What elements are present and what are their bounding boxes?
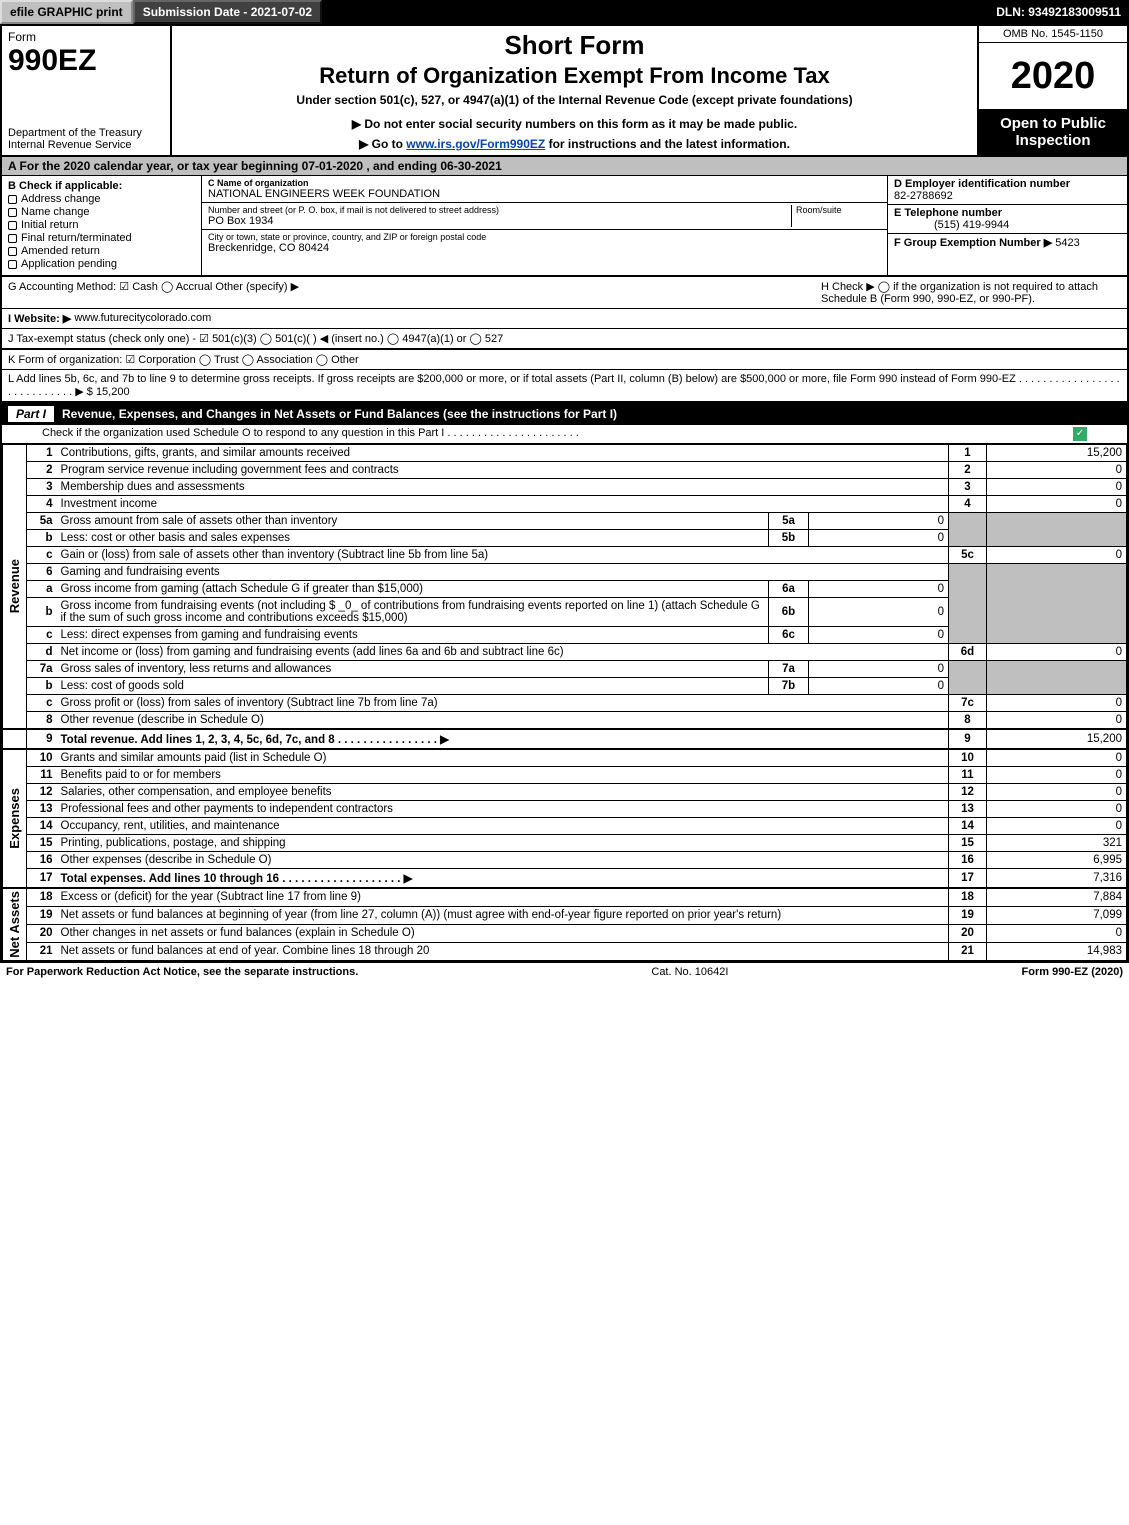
org-name: NATIONAL ENGINEERS WEEK FOUNDATION — [208, 188, 881, 200]
form-label: Form — [8, 30, 164, 44]
chk-address-change[interactable]: Address change — [8, 193, 195, 205]
line-7a-value: 0 — [809, 661, 949, 678]
line-5c-value: 0 — [987, 547, 1127, 564]
expenses-group-label: Expenses — [7, 788, 22, 849]
phone-row: E Telephone number (515) 419-9944 — [888, 205, 1127, 234]
net-assets-group-label: Net Assets — [7, 891, 22, 958]
row-j-tax-exempt: J Tax-exempt status (check only one) - ☑… — [2, 329, 1127, 350]
omb-number: OMB No. 1545-1150 — [979, 26, 1127, 43]
tax-year: 2020 — [979, 43, 1127, 109]
city-state-zip: Breckenridge, CO 80424 — [208, 242, 881, 254]
line-17-value: 7,316 — [987, 869, 1127, 889]
link-suffix: for instructions and the latest informat… — [545, 137, 790, 151]
part-1-table: Revenue 1Contributions, gifts, grants, a… — [2, 444, 1127, 961]
line-6b-value: 0 — [809, 598, 949, 627]
part-1-sub: Check if the organization used Schedule … — [2, 425, 1127, 444]
line-6a-value: 0 — [809, 581, 949, 598]
org-name-row: C Name of organization NATIONAL ENGINEER… — [202, 176, 887, 203]
schedule-o-check-icon: ✓ — [1073, 427, 1087, 441]
top-bar: efile GRAPHIC print Submission Date - 20… — [0, 0, 1129, 24]
address-row: Number and street (or P. O. box, if mail… — [202, 203, 887, 230]
line-4-value: 0 — [987, 496, 1127, 513]
line-6d-value: 0 — [987, 644, 1127, 661]
line-8-value: 0 — [987, 712, 1127, 730]
efile-print-button[interactable]: efile GRAPHIC print — [0, 0, 133, 24]
row-l-gross-receipts: L Add lines 5b, 6c, and 7b to line 9 to … — [2, 370, 1127, 403]
accounting-method: G Accounting Method: ☑ Cash ◯ Accrual Ot… — [8, 280, 821, 305]
line-5b-value: 0 — [809, 530, 949, 547]
line-6c-value: 0 — [809, 627, 949, 644]
line-21-value: 14,983 — [987, 942, 1127, 960]
line-15-value: 321 — [987, 835, 1127, 852]
dln-label: DLN: 93492183009511 — [988, 0, 1129, 24]
schedule-b-check: H Check ▶ ◯ if the organization is not r… — [821, 280, 1121, 305]
line-2-value: 0 — [987, 462, 1127, 479]
short-form-title: Short Form — [182, 30, 967, 61]
page-footer: For Paperwork Reduction Act Notice, see … — [0, 963, 1129, 981]
group-exemption-row: F Group Exemption Number ▶ 5423 — [888, 234, 1127, 251]
main-title: Return of Organization Exempt From Incom… — [182, 63, 967, 89]
subtitle: Under section 501(c), 527, or 4947(a)(1)… — [182, 93, 967, 107]
website-label: I Website: ▶ — [8, 312, 71, 325]
chk-name-change[interactable]: Name change — [8, 206, 195, 218]
line-20-value: 0 — [987, 924, 1127, 942]
gross-receipts-value: 15,200 — [96, 386, 130, 398]
open-to-public: Open to Public Inspection — [979, 109, 1127, 155]
revenue-group-label: Revenue — [7, 559, 22, 613]
line-14-value: 0 — [987, 818, 1127, 835]
line-12-value: 0 — [987, 784, 1127, 801]
line-18-value: 7,884 — [987, 888, 1127, 906]
line-3-value: 0 — [987, 479, 1127, 496]
department-label: Department of the Treasury Internal Reve… — [8, 127, 164, 151]
form-number: 990EZ — [8, 44, 164, 78]
line-19-value: 7,099 — [987, 906, 1127, 924]
submission-date: Submission Date - 2021-07-02 — [133, 0, 322, 24]
room-suite-label: Room/suite — [796, 205, 881, 215]
line-7b-value: 0 — [809, 678, 949, 695]
line-5a-value: 0 — [809, 513, 949, 530]
phone-value: (515) 419-9944 — [894, 219, 1009, 231]
website-value: www.futurecitycolorado.com — [74, 312, 211, 325]
irs-link[interactable]: www.irs.gov/Form990EZ — [406, 137, 545, 151]
link-prefix: ▶ Go to — [359, 137, 406, 151]
line-11-value: 0 — [987, 767, 1127, 784]
row-g-h: G Accounting Method: ☑ Cash ◯ Accrual Ot… — [2, 277, 1127, 309]
line-9-value: 15,200 — [987, 729, 1127, 749]
section-b: B Check if applicable: Address change Na… — [2, 176, 202, 275]
row-k-form-org: K Form of organization: ☑ Corporation ◯ … — [2, 350, 1127, 370]
part-1-title: Revenue, Expenses, and Changes in Net As… — [62, 407, 617, 421]
part-1-header: Part I Revenue, Expenses, and Changes in… — [2, 403, 1127, 425]
form-id-footer: Form 990-EZ (2020) — [1022, 966, 1123, 978]
chk-final-return[interactable]: Final return/terminated — [8, 232, 195, 244]
ssn-warning: ▶ Do not enter social security numbers o… — [182, 117, 967, 131]
ein-row: D Employer identification number 82-2788… — [888, 176, 1127, 205]
chk-application-pending[interactable]: Application pending — [8, 258, 195, 270]
part-1-label: Part I — [8, 406, 54, 422]
chk-initial-return[interactable]: Initial return — [8, 219, 195, 231]
section-b-heading: B Check if applicable: — [8, 180, 195, 192]
city-row: City or town, state or province, country… — [202, 230, 887, 256]
street-address: PO Box 1934 — [208, 215, 791, 227]
instructions-link-row: ▶ Go to www.irs.gov/Form990EZ for instru… — [182, 137, 967, 151]
line-10-value: 0 — [987, 749, 1127, 767]
line-16-value: 6,995 — [987, 852, 1127, 869]
paperwork-notice: For Paperwork Reduction Act Notice, see … — [6, 966, 358, 978]
catalog-number: Cat. No. 10642I — [358, 966, 1021, 978]
form-990ez: Form 990EZ Department of the Treasury In… — [0, 24, 1129, 963]
line-7c-value: 0 — [987, 695, 1127, 712]
chk-amended-return[interactable]: Amended return — [8, 245, 195, 257]
line-13-value: 0 — [987, 801, 1127, 818]
ein-value: 82-2788692 — [894, 190, 953, 202]
row-a-taxyear: A For the 2020 calendar year, or tax yea… — [2, 157, 1127, 176]
line-1-value: 15,200 — [987, 445, 1127, 462]
group-exemption-value: 5423 — [1055, 237, 1079, 249]
row-i-website: I Website: ▶ www.futurecitycolorado.com — [2, 309, 1127, 329]
